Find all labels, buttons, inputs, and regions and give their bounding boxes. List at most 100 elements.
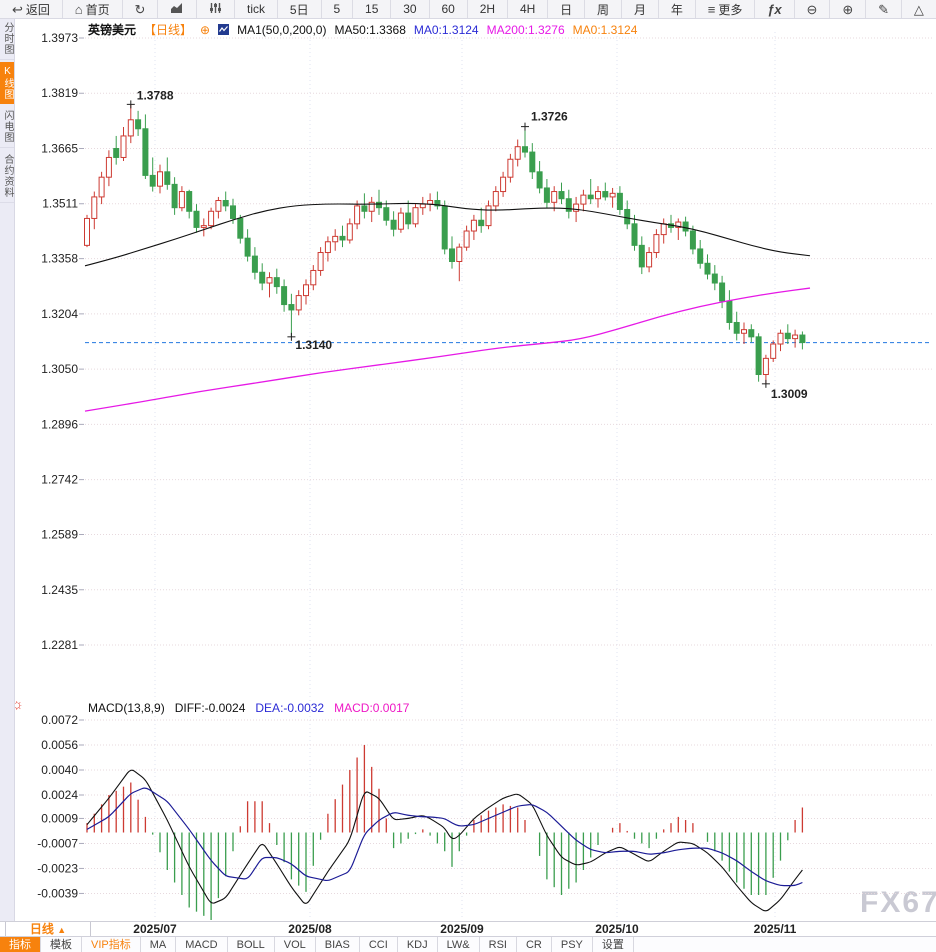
period-15-label: 15	[365, 2, 379, 16]
tab-cci[interactable]: CCI	[360, 937, 398, 952]
chart-style-button[interactable]	[158, 0, 198, 18]
tab-lw-label: LW&	[446, 939, 470, 951]
tab-bias[interactable]: BIAS	[316, 937, 360, 952]
tab-ma[interactable]: MA	[141, 937, 177, 952]
period-selector[interactable]: 日线 ▲	[5, 922, 91, 936]
watermark: FX678	[860, 886, 936, 919]
macd-axis-label: 0.0009	[41, 811, 78, 825]
price-axis-label: 1.3204	[41, 307, 78, 321]
zoom-in-button[interactable]: ⊕	[830, 0, 867, 18]
tab-psy[interactable]: PSY	[552, 937, 593, 952]
tab-vip-indicators[interactable]: VIP指标	[82, 937, 141, 952]
home-button[interactable]: ⌂ 首页	[63, 0, 123, 18]
sidebar-tab-timeshare[interactable]: 分时图	[0, 18, 14, 60]
tab-settings[interactable]: 设置	[593, 937, 634, 952]
candle-body	[500, 176, 507, 193]
tab-boll[interactable]: BOLL	[228, 937, 275, 952]
candle-body	[273, 277, 280, 288]
tab-psy-label: PSY	[560, 939, 583, 951]
price-axis-label: 1.2589	[41, 528, 78, 542]
candle-body	[456, 246, 463, 262]
fx-button[interactable]: ƒx	[755, 0, 795, 18]
candle-body	[142, 128, 149, 176]
draw-button[interactable]: ✎	[866, 0, 902, 18]
candle-body	[748, 329, 755, 338]
candle-body	[711, 273, 718, 284]
sidebar-tab-kline-label: K线图	[2, 66, 13, 100]
zoom-out-button[interactable]: ⊖	[795, 0, 831, 18]
shapes-button[interactable]: △	[902, 0, 936, 18]
tab-indicators[interactable]: 指标	[0, 937, 41, 952]
candle-body	[295, 295, 302, 311]
candle-body	[434, 200, 441, 207]
add-indicator-icon[interactable]: ⊕	[200, 23, 211, 37]
tab-rsi[interactable]: RSI	[480, 937, 517, 952]
refresh-button[interactable]: ↻	[123, 0, 159, 18]
period-week-button[interactable]: 周	[585, 0, 622, 18]
tab-templates[interactable]: 模板	[41, 937, 82, 952]
candle-body	[689, 230, 696, 250]
tab-vol[interactable]: VOL	[275, 937, 316, 952]
tab-cr[interactable]: CR	[517, 937, 552, 952]
candle-body	[492, 191, 499, 207]
period-2h-button[interactable]: 2H	[468, 0, 508, 18]
back-button[interactable]: ↩ 返回	[0, 0, 63, 18]
more-label: 更多	[718, 2, 743, 17]
period-month-label: 月	[633, 2, 646, 17]
back-icon: ↩	[11, 1, 23, 17]
candle-body	[98, 176, 105, 198]
period-tick-label: tick	[247, 2, 266, 16]
candle-body	[762, 357, 769, 376]
tab-bias-label: BIAS	[324, 939, 350, 951]
price-axis-label: 1.2435	[41, 583, 78, 597]
tab-lw[interactable]: LW&	[438, 937, 480, 952]
period-2h-label: 2H	[479, 2, 496, 16]
candle-body	[332, 235, 339, 243]
price-axis-label: 1.3358	[41, 252, 78, 266]
tab-templates-label: 模板	[50, 939, 72, 951]
macd-axis-label: 0.0056	[41, 738, 78, 752]
price-axis-label: 1.3665	[41, 141, 78, 155]
period-month-button[interactable]: 月	[622, 0, 659, 18]
sidebar-tab-kline[interactable]: K线图	[0, 62, 14, 104]
tab-ma-label: MA	[149, 939, 167, 951]
tab-boll-label: BOLL	[236, 939, 265, 951]
period-4h-button[interactable]: 4H	[508, 0, 549, 18]
candle-body	[361, 205, 368, 212]
tab-indicators-label: 指标	[9, 939, 31, 951]
candle-body	[587, 194, 594, 200]
candle-body	[573, 203, 580, 212]
macd-axis-label: -0.0039	[37, 886, 78, 900]
candle-body	[514, 146, 521, 160]
candle-body	[288, 304, 295, 311]
tab-macd-label: MACD	[185, 939, 218, 951]
candle-body	[135, 119, 142, 130]
candle-body	[171, 183, 178, 209]
tab-macd[interactable]: MACD	[176, 937, 228, 952]
period-5-button[interactable]: 5	[322, 0, 354, 18]
period-tick-button[interactable]: tick	[235, 0, 278, 18]
period-30-button[interactable]: 30	[391, 0, 430, 18]
candle-body	[208, 210, 215, 227]
candle-body	[281, 286, 288, 306]
candle-body	[741, 329, 747, 334]
left-sidebar: 分时图 K线图 闪电图 合约资料	[0, 18, 15, 921]
period-60-button[interactable]: 60	[430, 0, 468, 18]
sidebar-tab-lightning[interactable]: 闪电图	[0, 106, 14, 148]
tab-settings-label: 设置	[601, 939, 624, 951]
candle-body	[105, 156, 112, 178]
tab-kdj[interactable]: KDJ	[398, 937, 438, 952]
period-day-button[interactable]: 日	[548, 0, 586, 18]
candle-body	[149, 174, 156, 187]
candle-body	[397, 212, 404, 230]
period-5d-button[interactable]: 5日	[278, 0, 322, 18]
period-year-button[interactable]: 年	[659, 0, 696, 18]
period-15-button[interactable]: 15	[353, 0, 392, 18]
macd-axis-label: 0.0024	[41, 788, 78, 802]
indicator-params-button[interactable]	[197, 0, 236, 18]
sidebar-tab-contract-info[interactable]: 合约资料	[0, 150, 14, 203]
candle-body	[580, 194, 587, 205]
x-axis-month-label: 2025/10	[595, 922, 639, 936]
more-button[interactable]: ≡ 更多	[696, 0, 756, 18]
